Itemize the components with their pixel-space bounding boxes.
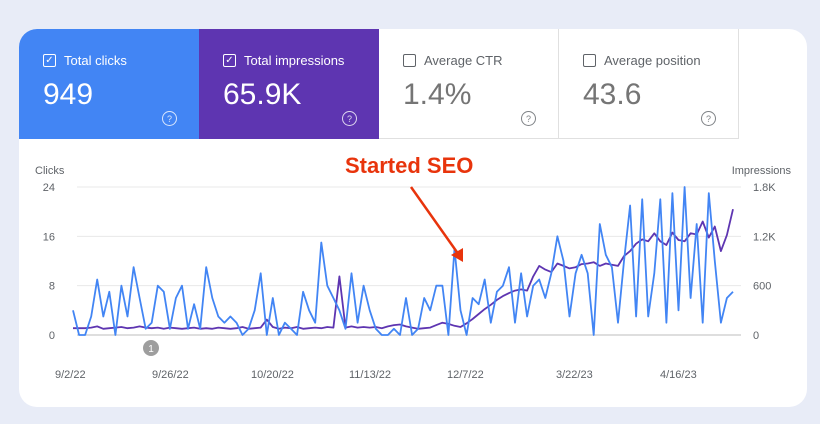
performance-card: ✓ Total clicks 949 ? ✓ Total impressions 6… <box>19 29 807 407</box>
metric-average-ctr[interactable]: Average CTR 1.4% ? <box>379 29 559 139</box>
annotation-marker-label: 1 <box>148 344 154 355</box>
metric-value: 949 <box>43 78 94 111</box>
left-tick-label: 0 <box>49 330 55 342</box>
performance-chart: 24 1.8K 16 1.2K 8 600 0 0 Clicks Impressions 9/2/2… <box>35 153 792 381</box>
left-tick-label: 8 <box>49 281 55 293</box>
x-tick-label: 9/2/22 <box>55 369 86 381</box>
help-icon[interactable]: ? <box>162 111 177 126</box>
right-tick-label: 600 <box>753 281 771 293</box>
left-tick-label: 24 <box>43 182 55 194</box>
x-tick-label: 9/26/22 <box>152 369 189 381</box>
help-icon[interactable]: ? <box>521 111 536 126</box>
x-tick-label: 10/20/22 <box>251 369 294 381</box>
annotation-text: Started SEO <box>345 153 473 178</box>
series-line-clicks <box>72 186 734 336</box>
checkbox-checked-icon[interactable]: ✓ <box>223 54 236 67</box>
x-tick-label: 11/13/22 <box>349 369 391 381</box>
right-tick-label: 1.2K <box>753 231 776 243</box>
metric-total-clicks[interactable]: ✓ Total clicks 949 ? <box>19 29 199 139</box>
metric-label: Total clicks <box>64 53 127 68</box>
x-tick-label: 3/22/23 <box>556 369 593 381</box>
x-tick-label: 12/7/22 <box>447 369 484 381</box>
metric-label: Average position <box>604 53 701 68</box>
checkbox-unchecked-icon[interactable] <box>403 54 416 67</box>
annotation-marker[interactable] <box>143 340 159 356</box>
metric-label: Total impressions <box>244 53 345 68</box>
annotation-arrow <box>409 186 461 256</box>
right-tick-label: 0 <box>753 330 759 342</box>
help-icon[interactable]: ? <box>701 111 716 126</box>
help-icon[interactable]: ? <box>342 111 357 126</box>
metric-value: 43.6 <box>583 78 642 111</box>
checkbox-unchecked-icon[interactable] <box>583 54 596 67</box>
right-tick-label: 1.8K <box>753 182 776 194</box>
checkbox-checked-icon[interactable]: ✓ <box>43 54 56 67</box>
left-tick-label: 16 <box>43 231 55 243</box>
x-tick-label: 4/16/23 <box>660 369 697 381</box>
metric-value: 65.9K <box>223 78 302 111</box>
left-axis-label: Clicks <box>35 165 65 177</box>
series-line-impressions <box>73 208 734 330</box>
metric-label: Average CTR <box>424 53 503 68</box>
metric-value: 1.4% <box>403 78 472 111</box>
arrow-head-icon <box>451 248 463 262</box>
right-axis-label: Impressions <box>732 165 792 177</box>
metric-total-impressions[interactable]: ✓ Total impressions 65.9K ? <box>199 29 379 139</box>
metric-average-position[interactable]: Average position 43.6 ? <box>559 29 739 139</box>
